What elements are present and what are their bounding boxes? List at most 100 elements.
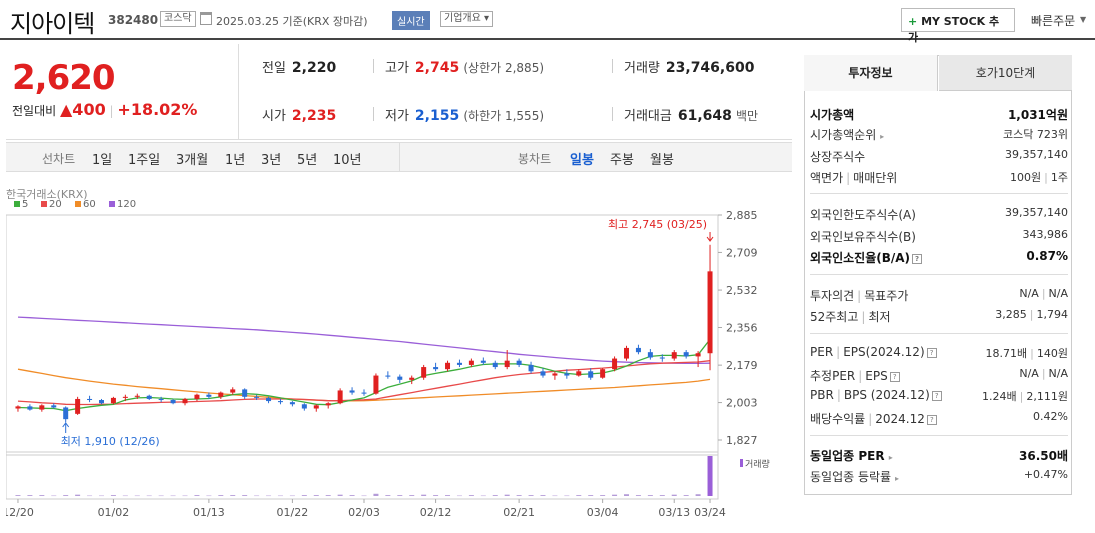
volume-bar (409, 495, 415, 496)
candle-body (397, 376, 403, 380)
y-tick-label: 2,179 (726, 359, 758, 372)
candle-body (15, 406, 21, 409)
candle-body (695, 353, 701, 357)
base-date: 2025.03.25 기준(KRX 장마감) (216, 15, 368, 28)
candle-body (456, 362, 462, 365)
period-3m[interactable]: 3개월 (176, 153, 209, 168)
volume-bar (612, 494, 618, 496)
candle-body (87, 398, 93, 401)
candle-body (624, 347, 630, 359)
divider (399, 142, 400, 172)
volume-bar (15, 495, 21, 496)
tab-invest-info[interactable]: 투자정보 (804, 55, 938, 91)
x-tick-label: 03/04 (587, 506, 619, 519)
row-market-cap: 시가총액 1,031억원 (810, 108, 1068, 122)
volume-bar (373, 493, 379, 496)
x-tick-label: 03/24 (694, 506, 726, 519)
period-1w[interactable]: 1주일 (128, 153, 161, 168)
help-icon: ? (926, 347, 937, 358)
row-dividend[interactable]: 배당수익률 | 2024.12? 0.42% (810, 410, 1068, 426)
x-tick-label: 01/22 (277, 506, 309, 519)
volume-bar (313, 495, 319, 496)
candle-body (230, 389, 236, 393)
candle-daily[interactable]: 일봉 (570, 153, 594, 168)
candle-body (110, 397, 116, 404)
price-chart[interactable]: 한국거래소(KRX)5 20 60 120 2,885 2,709 2,532 2,356 2,… (6, 186, 792, 533)
volume-bar (51, 495, 57, 497)
row-industry-per[interactable]: 동일업종 PER ▸ 36.50배 (810, 449, 1068, 463)
change-row: 전일대비 ▲400 | +18.02% (12, 100, 198, 119)
candle-body (301, 404, 307, 409)
candle-body (552, 373, 558, 376)
period-1y[interactable]: 1년 (225, 153, 246, 168)
divider (810, 333, 1068, 334)
candle-body (27, 406, 33, 410)
help-icon: ? (912, 253, 923, 264)
candle-body (528, 364, 534, 372)
row-industry-change[interactable]: 동일업종 등락률 ▸ +0.47% (810, 468, 1068, 484)
x-tick-label: 01/13 (193, 506, 225, 519)
candle-weekly[interactable]: 주봉 (610, 153, 634, 168)
candle-body (337, 390, 343, 404)
row-pbr-bps[interactable]: PBR | BPS (2024.12)? 1.24배 | 2,111원 (810, 388, 1068, 403)
candle-body (313, 405, 319, 409)
candle-body (492, 362, 498, 368)
price-summary (6, 44, 792, 140)
divider (373, 59, 374, 73)
divider (810, 193, 1068, 194)
candle-body (671, 352, 677, 359)
invest-info-panel (804, 55, 1072, 495)
low-arrow-head-icon (62, 422, 70, 428)
candle-body (385, 375, 391, 377)
candle-body (146, 395, 152, 399)
period-10y[interactable]: 10년 (333, 153, 362, 168)
high-arrow-head-icon (706, 236, 714, 242)
period-3y[interactable]: 3년 (261, 153, 282, 168)
volume-bar (206, 495, 212, 497)
help-icon: ? (926, 414, 937, 425)
volume-bar (516, 495, 522, 496)
volume-bar (301, 495, 307, 496)
volume-bar (254, 495, 260, 497)
volume-bar (600, 495, 606, 496)
volume-bar (564, 495, 570, 497)
high-annotation: 최고 2,745 (03/25) (608, 218, 707, 231)
period-1d[interactable]: 1일 (92, 153, 113, 168)
company-info-dropdown[interactable]: 기업개요 ▾ (440, 11, 493, 27)
candle-body (445, 362, 451, 370)
volume-bar (624, 494, 630, 496)
volume-bar (98, 495, 104, 497)
x-tick-label: 02/03 (348, 506, 380, 519)
chevron-down-icon: ▼ (1080, 15, 1087, 24)
quick-order-button[interactable]: 빠른주문 (1031, 14, 1076, 28)
candle-body (63, 407, 69, 420)
divider (810, 274, 1068, 275)
ma-line-ma60 (17, 368, 711, 402)
tab-orderbook[interactable]: 호가10단계 (939, 55, 1072, 91)
row-foreign-ratio[interactable]: 외국인소진율(B/A)? 0.87% (810, 249, 1068, 265)
row-est-per[interactable]: 추정PER | EPS? N/A | N/A (810, 367, 1068, 383)
candle-body (564, 373, 570, 376)
x-tick-label: 01/02 (98, 506, 130, 519)
volume-bar (194, 495, 200, 496)
x-tick-label: 03/13 (658, 506, 690, 519)
realtime-button[interactable]: 실시간 (392, 11, 430, 30)
volume-bar (122, 495, 128, 497)
row-foreign-limit: 외국인한도주식수(A) 39,357,140 (810, 206, 1068, 222)
candle-monthly[interactable]: 월봉 (650, 153, 674, 168)
legend-label: 60 (83, 199, 96, 210)
candle-body (349, 390, 355, 393)
row-cap-rank[interactable]: 시가총액순위 ▸ 코스닥 723위 (810, 128, 1068, 142)
volume-bar (266, 495, 272, 497)
chevron-right-icon: ▸ (880, 132, 885, 141)
volume-bar (647, 495, 653, 496)
candle-body (242, 389, 248, 397)
volume-bar (361, 495, 367, 497)
my-stock-add-button[interactable]: + MY STOCK 추가 (901, 8, 1015, 44)
volume-bar (337, 494, 343, 496)
row-52w: 52주최고 | 최저 3,285 | 1,794 (810, 308, 1068, 324)
row-per-eps[interactable]: PER | EPS(2024.12)? 18.71배 | 140원 (810, 345, 1068, 360)
y-tick-label: 2,709 (726, 246, 758, 259)
period-5y[interactable]: 5년 (297, 153, 318, 168)
candle-body (659, 357, 665, 359)
